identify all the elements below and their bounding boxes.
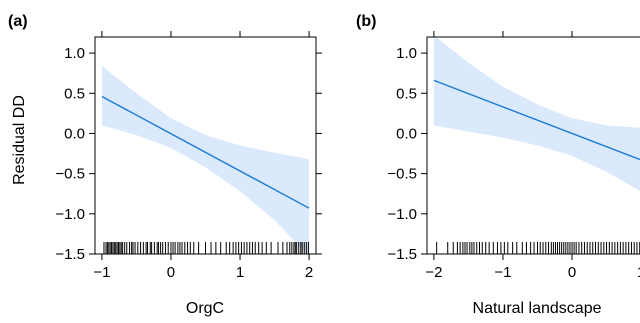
x-tick-label-b: −1 xyxy=(494,264,511,281)
x-tick-label-a: 2 xyxy=(305,264,313,281)
confidence-band-a xyxy=(101,65,310,254)
y-tick-label-b: 0.0 xyxy=(396,125,417,142)
y-tick-label-a: −0.5 xyxy=(55,166,85,183)
y-tick-label-b: 1.0 xyxy=(396,45,417,62)
y-tick-label-a: −1.5 xyxy=(55,246,85,263)
x-tick-label-b: 0 xyxy=(568,264,576,281)
panel-a: (a) OrgC −1 0 1 2 −1.5 −1.0 −0.5 0.0 0.5 1.0 xyxy=(8,13,322,317)
x-tick-label-a: 0 xyxy=(167,264,175,281)
x-tick-label-b: −2 xyxy=(425,264,442,281)
x-axis-label-b: Natural landscape xyxy=(473,300,602,317)
panel-label-a: (a) xyxy=(8,13,28,30)
panel-label-b: (b) xyxy=(356,13,376,30)
x-axis-label-a: OrgC xyxy=(186,300,224,317)
panel-b: (b) Natural landscape −2 −1 0 1 −1.5 −1.0 −0.5… xyxy=(356,13,640,317)
plot-frame-b xyxy=(426,36,640,255)
y-tick-label-b: 0.5 xyxy=(396,85,417,102)
plot-frame-a xyxy=(94,36,317,255)
fit-line-b xyxy=(433,79,640,161)
y-tick-label-b: −1.0 xyxy=(387,206,417,223)
y-tick-label-a: −1.0 xyxy=(55,206,85,223)
y-tick-label-a: 0.5 xyxy=(64,85,85,102)
x-tick-label-a: −1 xyxy=(93,264,110,281)
y-tick-label-a: 0.0 xyxy=(64,125,85,142)
y-tick-label-b: −1.5 xyxy=(387,246,417,263)
y-tick-label-a: 1.0 xyxy=(64,45,85,62)
y-tick-label-b: −0.5 xyxy=(387,166,417,183)
y-axis-label: Residual DD xyxy=(11,95,28,185)
confidence-band-b xyxy=(433,37,640,191)
x-tick-label-a: 1 xyxy=(236,264,244,281)
fit-line-a xyxy=(101,95,310,209)
x-tick-label-b: 1 xyxy=(637,264,640,281)
